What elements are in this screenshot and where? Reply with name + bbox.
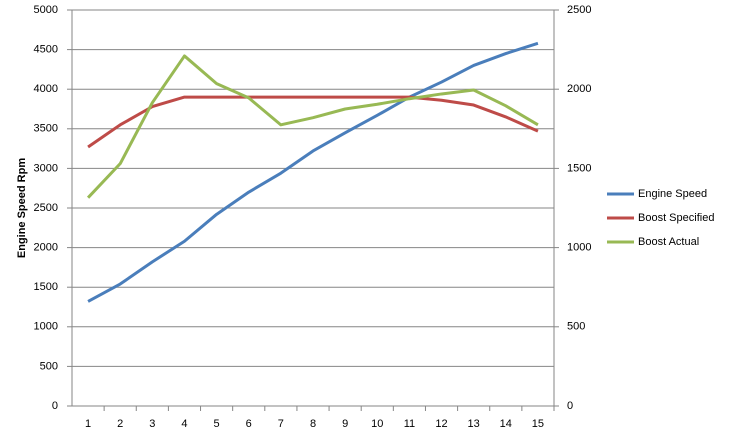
- x-tick-label: 14: [500, 418, 512, 430]
- y2-tick-label: 1000: [567, 242, 591, 254]
- x-tick-label: 11: [404, 418, 415, 430]
- x-tick-label: 12: [435, 418, 447, 430]
- y-tick-label: 4500: [34, 44, 58, 56]
- y2-tick-label: 2500: [567, 4, 591, 16]
- legend-label: Boost Actual: [638, 236, 699, 248]
- y-tick-label: 0: [52, 400, 58, 412]
- y-tick-label: 1500: [34, 281, 58, 293]
- x-tick-label: 8: [310, 418, 316, 430]
- x-tick-label: 9: [342, 418, 348, 430]
- x-tick-label: 6: [246, 418, 252, 430]
- y-axis-title: Engine Speed Rpm: [16, 158, 28, 258]
- x-tick-label: 2: [117, 418, 123, 430]
- x-tick-label: 13: [468, 418, 480, 430]
- legend-label: Boost Specified: [638, 212, 714, 224]
- series-line: [87, 41, 539, 303]
- series-line: [86, 54, 539, 199]
- series-line: [87, 95, 539, 149]
- x-tick-label: 4: [181, 418, 187, 430]
- y-tick-label: 2000: [34, 242, 58, 254]
- y2-tick-label: 500: [567, 321, 585, 333]
- x-tick-label: 5: [214, 418, 220, 430]
- legend-label: Engine Speed: [638, 188, 707, 200]
- x-tick-label: 10: [371, 418, 383, 430]
- y-tick-label: 3000: [34, 162, 58, 174]
- y2-tick-label: 1500: [567, 162, 591, 174]
- y-tick-label: 500: [40, 360, 58, 372]
- x-tick-label: 1: [85, 418, 91, 430]
- x-tick-label: 3: [149, 418, 155, 430]
- y2-tick-label: 2000: [567, 83, 591, 95]
- x-tick-label: 15: [532, 418, 544, 430]
- y-tick-label: 4000: [34, 83, 58, 95]
- y2-tick-label: 0: [567, 400, 573, 412]
- y-tick-label: 2500: [34, 202, 58, 214]
- y-tick-label: 1000: [34, 321, 58, 333]
- y-tick-label: 3500: [34, 123, 58, 135]
- y-tick-label: 5000: [34, 4, 58, 16]
- x-tick-label: 7: [278, 418, 284, 430]
